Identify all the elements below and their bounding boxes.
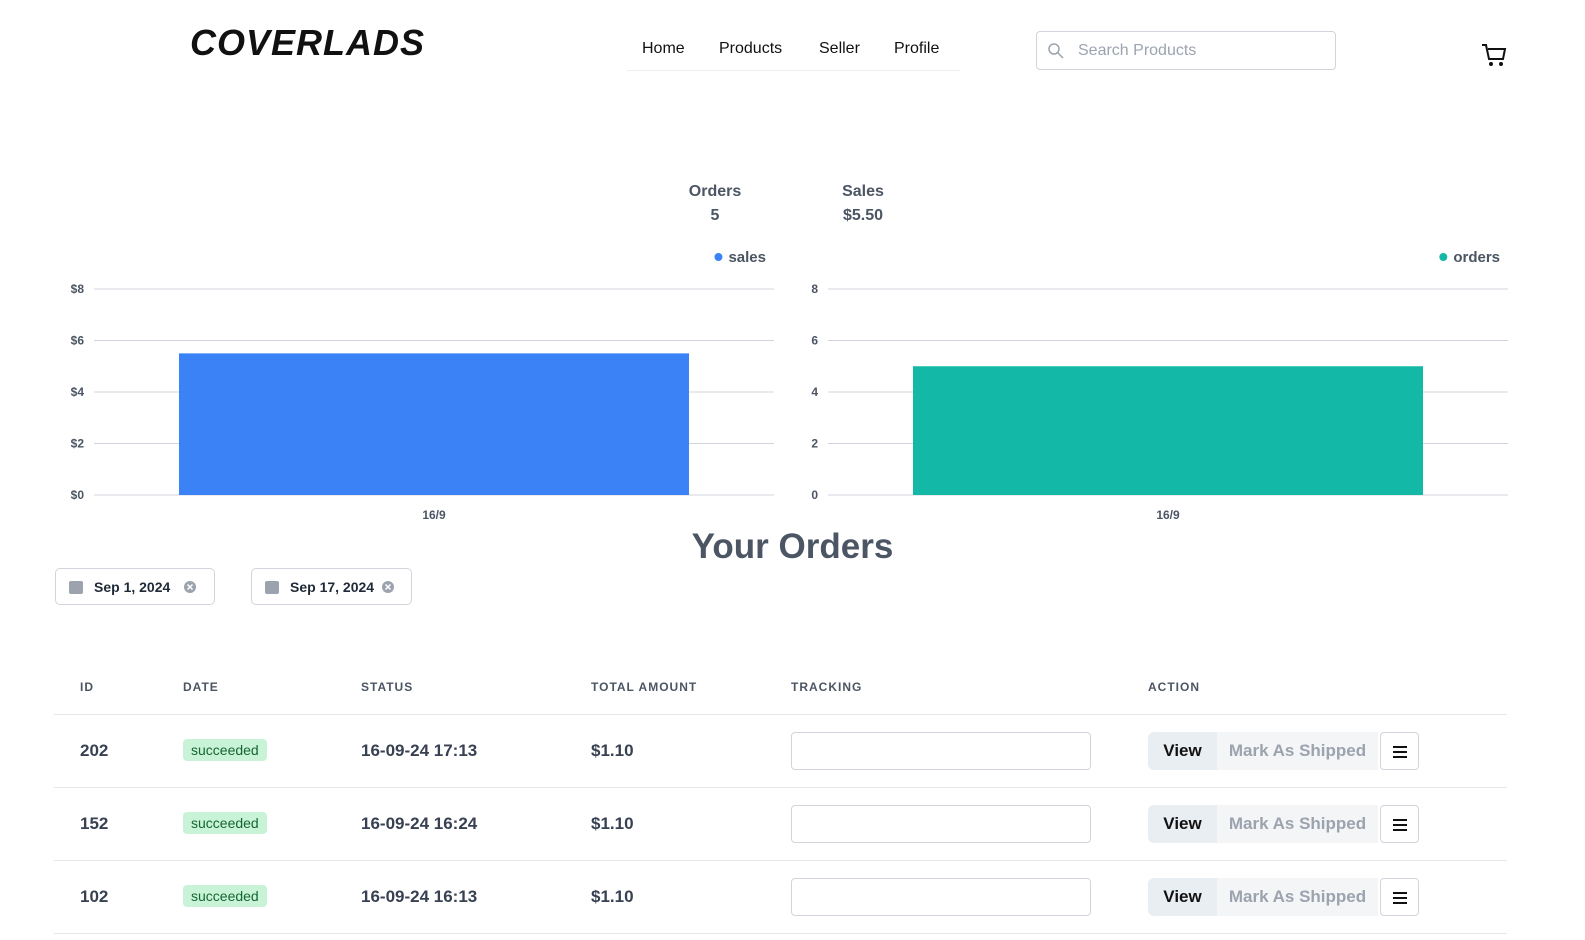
status-badge: succeeded: [183, 739, 267, 761]
date-filter[interactable]: Sep 17, 2024: [251, 568, 412, 605]
y-tick-label: 2: [811, 437, 818, 451]
order-id: 202: [80, 741, 109, 760]
order-date: 16-09-24 16:24: [361, 814, 478, 833]
nav-link[interactable]: Seller: [819, 40, 860, 57]
y-tick-label: 8: [811, 282, 818, 296]
y-tick-label: $6: [71, 334, 85, 348]
bar: [179, 353, 689, 495]
y-tick-label: 4: [811, 385, 818, 399]
clear-icon[interactable]: [381, 580, 395, 594]
status-badge: succeeded: [183, 812, 267, 834]
tracking-input[interactable]: [791, 732, 1091, 770]
date-text: Sep 1, 2024: [94, 579, 171, 595]
row-separator: [54, 787, 1507, 788]
legend-swatch: [714, 253, 723, 261]
menu-button[interactable]: [1380, 805, 1419, 843]
row-separator: [54, 933, 1507, 934]
logo[interactable]: COVERLADS: [190, 22, 426, 63]
y-tick-label: $8: [71, 282, 85, 296]
calendar-icon: [265, 581, 279, 594]
column-header: DATE: [183, 680, 219, 694]
view-button[interactable]: View: [1148, 732, 1217, 770]
row-separator: [54, 860, 1507, 861]
order-amount: $1.10: [591, 887, 634, 906]
tracking-input[interactable]: [791, 878, 1091, 916]
menu-icon: [1392, 746, 1407, 758]
column-header: STATUS: [361, 680, 414, 694]
column-header: TRACKING: [791, 680, 863, 694]
cart-icon[interactable]: [1480, 42, 1508, 68]
view-button[interactable]: View: [1148, 805, 1217, 843]
order-amount: $1.10: [591, 814, 634, 833]
y-tick-label: $0: [71, 488, 85, 502]
stat-value: $5.50: [842, 207, 884, 224]
ship-button[interactable]: Mark As Shipped: [1217, 805, 1378, 843]
order-id: 102: [80, 887, 109, 906]
nav-underline: [627, 70, 960, 71]
order-date: 16-09-24 16:13: [361, 887, 478, 906]
row-separator: [54, 714, 1507, 715]
y-tick-label: 6: [811, 334, 818, 348]
stat: Orders 5: [680, 180, 750, 228]
nav-link[interactable]: Profile: [894, 40, 940, 57]
stat-label: Orders: [688, 183, 742, 200]
column-header: ACTION: [1148, 680, 1200, 694]
date-filter[interactable]: Sep 1, 2024: [55, 568, 215, 605]
menu-icon: [1392, 892, 1407, 904]
menu-icon: [1392, 819, 1407, 831]
column-header: TOTAL AMOUNT: [591, 680, 698, 694]
y-tick-label: $4: [71, 385, 85, 399]
legend-label: sales: [728, 249, 766, 266]
search-box[interactable]: Search Products: [1036, 31, 1336, 70]
y-tick-label: 0: [811, 488, 818, 502]
x-tick-label: 16/9: [422, 508, 446, 522]
search-placeholder: Search Products: [1078, 42, 1197, 59]
section-title: Your Orders: [691, 527, 894, 566]
y-tick-label: $2: [71, 437, 85, 451]
calendar-icon: [69, 581, 83, 594]
nav-link[interactable]: Home: [642, 40, 685, 57]
tracking-input[interactable]: [791, 805, 1091, 843]
nav-link[interactable]: Products: [719, 40, 783, 57]
legend-swatch: [1439, 253, 1448, 261]
ship-button[interactable]: Mark As Shipped: [1217, 732, 1378, 770]
order-amount: $1.10: [591, 741, 634, 760]
order-date: 16-09-24 17:13: [361, 741, 478, 760]
bar: [913, 366, 1423, 495]
status-badge: succeeded: [183, 885, 267, 907]
column-header: ID: [80, 680, 94, 694]
legend-label: orders: [1453, 249, 1500, 266]
stat-value: 5: [710, 207, 720, 224]
clear-icon[interactable]: [183, 580, 197, 594]
search-icon: [1048, 43, 1064, 59]
menu-button[interactable]: [1380, 732, 1419, 770]
stat-label: Sales: [842, 183, 884, 200]
x-tick-label: 16/9: [1156, 508, 1180, 522]
menu-button[interactable]: [1380, 878, 1419, 916]
date-text: Sep 17, 2024: [290, 579, 375, 595]
charts: $0 $2 $4 $6 $8 16/9 sales 0 2 4 6 8 16/9 orders: [71, 249, 1508, 522]
order-id: 152: [80, 814, 109, 833]
stat: Sales $5.50: [828, 180, 898, 228]
ship-button[interactable]: Mark As Shipped: [1217, 878, 1378, 916]
view-button[interactable]: View: [1148, 878, 1217, 916]
